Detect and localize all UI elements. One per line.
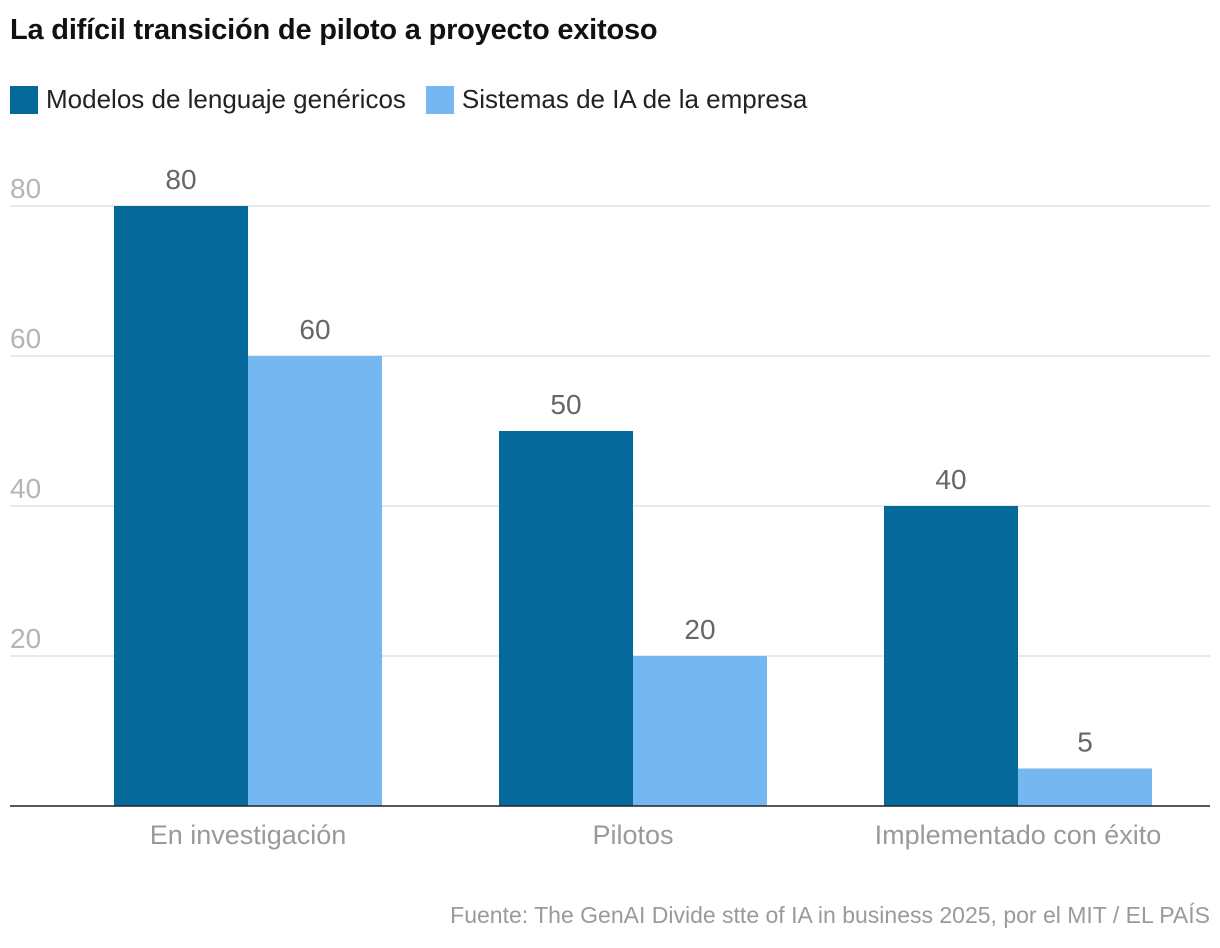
- source-note: Fuente: The GenAI Divide stte of IA in b…: [450, 902, 1210, 928]
- data-label-1-2: 50: [550, 389, 581, 420]
- legend-label-series-1: Modelos de lenguaje genéricos: [46, 84, 406, 114]
- x-tick-label-1: En investigación: [150, 820, 347, 850]
- chart-title: La difícil transición de piloto a proyec…: [10, 14, 658, 46]
- legend-item-series-2: Sistemas de IA de la empresa: [425, 84, 808, 115]
- y-tick-label-40: 40: [10, 473, 41, 504]
- data-label-2-1: 60: [299, 314, 330, 345]
- y-tick-label-60: 60: [10, 323, 41, 354]
- data-label-1-3: 40: [935, 464, 966, 495]
- y-tick-label-80: 80: [10, 173, 41, 204]
- data-label-2-2: 20: [684, 614, 715, 645]
- bar-2-2: [633, 656, 767, 806]
- bar-2-3: [1018, 768, 1152, 806]
- bar-1-3: [884, 506, 1018, 806]
- x-tick-label-2: Pilotos: [592, 820, 673, 850]
- bar-2-1: [248, 356, 382, 806]
- x-tick-label-3: Implementado con éxito: [875, 820, 1162, 850]
- legend-label-series-2: Sistemas de IA de la empresa: [461, 84, 808, 114]
- legend-item-series-1: Modelos de lenguaje genéricos: [10, 84, 406, 115]
- bar-chart: 20 40 60 80 80 60 En investigación 50 20 Pilotos 4…: [10, 164, 1210, 850]
- legend: Modelos de lenguaje genéricos Sistemas d…: [10, 84, 827, 115]
- bar-1-1: [114, 206, 248, 806]
- data-label-1-1: 80: [165, 164, 196, 195]
- legend-swatch-series-2: [425, 85, 454, 114]
- data-label-2-3: 5: [1077, 727, 1093, 758]
- y-tick-label-20: 20: [10, 623, 41, 654]
- bar-1-2: [499, 431, 633, 806]
- legend-swatch-series-1: [10, 85, 38, 114]
